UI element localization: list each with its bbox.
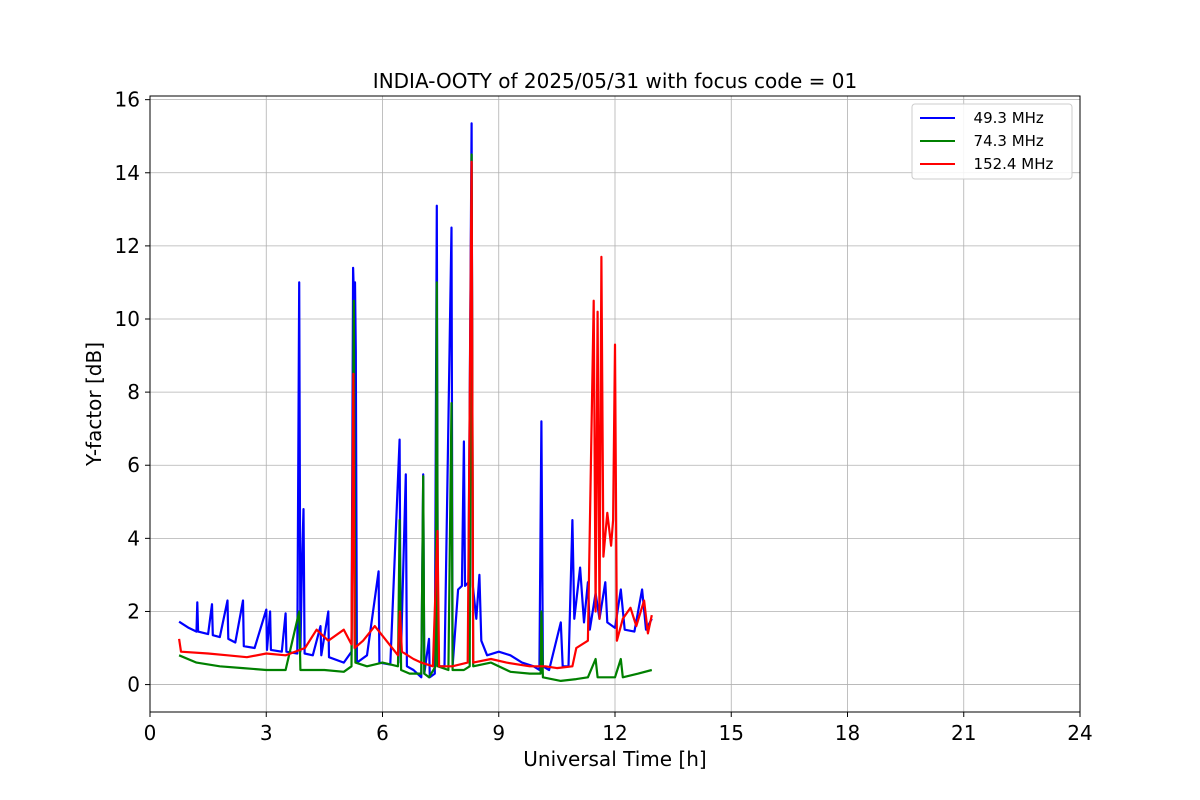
y-tick-label: 2 xyxy=(127,599,140,623)
x-tick-label: 12 xyxy=(602,721,627,745)
y-tick-label: 8 xyxy=(127,380,140,404)
y-tick-label: 6 xyxy=(127,453,140,477)
y-axis-label: Y-factor [dB] xyxy=(82,342,106,467)
x-tick-label: 0 xyxy=(144,721,157,745)
x-tick-label: 21 xyxy=(951,721,976,745)
series-line-2 xyxy=(178,160,653,670)
y-axis: 0 2 4 6 8 10 12 14 16 xyxy=(115,88,150,697)
x-tick-label: 15 xyxy=(719,721,744,745)
x-tick-label: 18 xyxy=(835,721,860,745)
legend-label: 152.4 MHz xyxy=(964,155,1053,173)
series-line-0 xyxy=(178,122,653,679)
chart-title: INDIA-OOTY of 2025/05/31 with focus code… xyxy=(373,69,857,93)
y-tick-label: 14 xyxy=(115,161,140,185)
legend-label: 49.3 MHz xyxy=(964,109,1044,127)
legend-box xyxy=(911,103,1073,180)
plot-lines xyxy=(178,122,653,682)
x-axis: 0 3 6 9 12 15 18 21 24 xyxy=(144,712,1093,745)
y-tick-label: 0 xyxy=(127,673,140,697)
x-axis-label: Universal Time [h] xyxy=(523,747,706,771)
y-tick-label: 4 xyxy=(127,526,140,550)
y-tick-label: 10 xyxy=(115,307,140,331)
legend-label: 74.3 MHz xyxy=(964,132,1044,150)
y-tick-label: 16 xyxy=(115,88,140,112)
x-tick-label: 24 xyxy=(1067,721,1092,745)
x-tick-label: 3 xyxy=(260,721,273,745)
legend: 49.3 MHz 74.3 MHz 152.4 MHz xyxy=(911,103,1073,180)
series-line-1 xyxy=(178,153,653,682)
y-tick-label: 12 xyxy=(115,234,140,258)
x-tick-label: 9 xyxy=(492,721,505,745)
x-tick-label: 6 xyxy=(376,721,389,745)
